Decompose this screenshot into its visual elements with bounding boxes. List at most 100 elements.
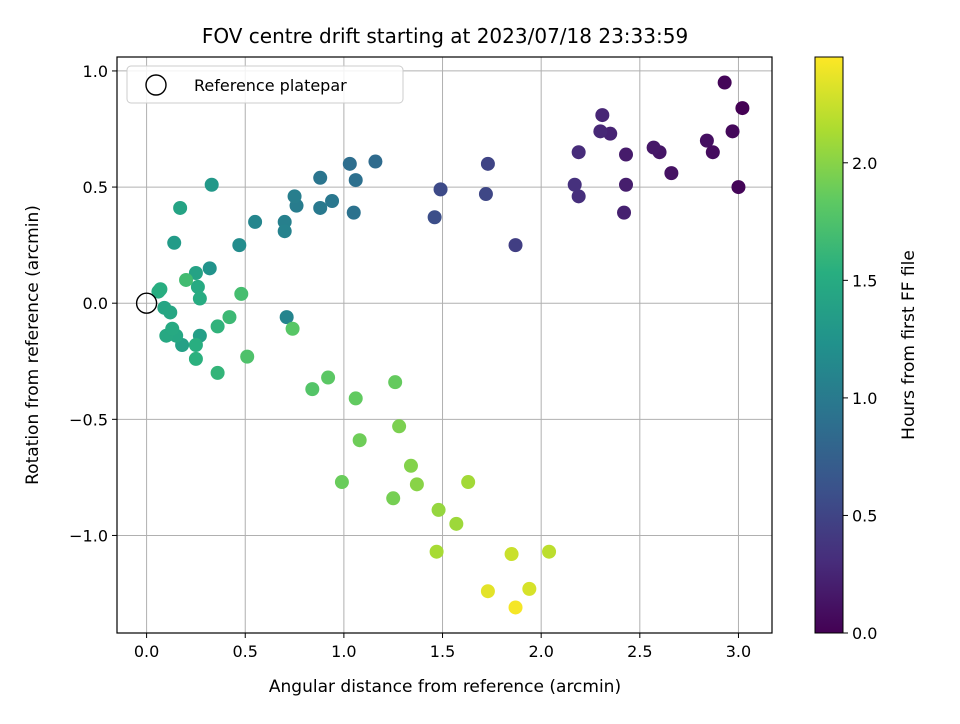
y-tick-label: 0.5 [83,178,108,197]
data-point [619,147,634,162]
data-point [522,581,537,596]
data-point [705,145,720,160]
data-point [504,547,519,562]
data-point [427,210,442,225]
data-point [508,600,523,615]
x-axis-ticks: 0.0 0.5 1.0 1.5 2.0 2.5 3.0 [134,633,751,661]
data-point [153,282,168,297]
data-point [433,182,448,197]
data-point [429,544,444,559]
data-point [431,502,446,517]
data-points [151,75,750,615]
x-tick-label: 1.5 [430,642,455,661]
legend: Reference platepar [126,65,404,104]
y-tick-label: −0.5 [69,410,108,429]
reference-marker-group [135,292,158,314]
data-point [188,266,203,280]
data-point [305,382,320,397]
data-point [188,351,203,366]
data-point [461,475,476,490]
data-point [478,187,493,202]
data-point [248,214,263,229]
data-point [449,516,464,531]
data-point [571,145,586,160]
data-point [725,124,740,139]
x-tick-label: 0.0 [134,642,159,661]
colorbar [814,56,844,634]
data-point [388,375,403,390]
data-point [595,108,610,123]
data-point [617,205,632,220]
data-point [204,177,219,192]
reference-marker [135,292,158,314]
data-point [735,101,750,116]
chart-title: FOV centre drift starting at 2023/07/18 … [202,24,688,48]
data-point [202,261,217,276]
data-point [348,173,363,188]
plot-frame [116,56,773,634]
x-tick-label: 2.5 [627,642,652,661]
data-point [232,238,247,253]
colorbar-tick-label: 1.5 [852,271,877,290]
x-tick-label: 1.0 [331,642,356,661]
data-point [619,177,634,192]
data-point [386,491,401,506]
colorbar-tick-label: 0.0 [852,624,877,643]
data-point [188,338,203,352]
data-point [342,156,357,171]
data-point [234,286,249,301]
data-point [480,156,495,171]
x-tick-label: 0.5 [233,642,258,661]
colorbar-tick-label: 2.0 [852,154,877,173]
data-point [334,475,349,490]
x-tick-label: 3.0 [726,642,751,661]
y-tick-label: −1.0 [69,526,108,545]
data-point [368,154,383,169]
legend-marker-icon [145,74,167,96]
x-tick-label: 2.0 [528,642,553,661]
legend-entry-reference: Reference platepar [194,76,347,95]
data-point [313,200,328,215]
data-point [210,319,225,334]
data-point [279,310,294,325]
data-point [403,458,418,473]
data-point [352,433,367,448]
data-point [190,279,205,294]
data-point [346,205,361,220]
data-point [731,180,746,195]
data-point [646,140,661,155]
data-point [179,272,194,287]
data-point [321,370,336,385]
data-point [222,310,237,325]
data-point [165,321,180,336]
data-point [173,200,188,215]
y-tick-label: 0.0 [83,294,108,313]
data-point [508,238,523,253]
data-point [593,124,608,139]
data-point [348,391,363,406]
data-point [325,194,340,208]
grid-lines [117,57,772,633]
data-point [567,177,582,192]
y-axis-label: Rotation from reference (arcmin) [23,205,43,485]
data-point [210,365,225,380]
data-point [163,305,178,320]
data-point [664,166,679,181]
data-point [542,544,557,559]
colorbar-label: Hours from first FF file [899,250,919,440]
legend-box [126,65,404,104]
data-point [571,189,586,204]
data-point [717,75,732,90]
data-point [285,321,300,336]
data-point [277,224,292,239]
colorbar-tick-label: 1.0 [852,389,877,408]
data-point [409,477,424,492]
x-axis-label: Angular distance from reference (arcmin) [269,677,621,697]
data-point [287,189,302,204]
colorbar-ticks: 0.0 0.5 1.0 1.5 2.0 [843,154,877,643]
data-point [480,584,495,599]
data-point [240,349,255,364]
colorbar-tick-label: 0.5 [852,506,877,525]
data-point [699,133,714,148]
